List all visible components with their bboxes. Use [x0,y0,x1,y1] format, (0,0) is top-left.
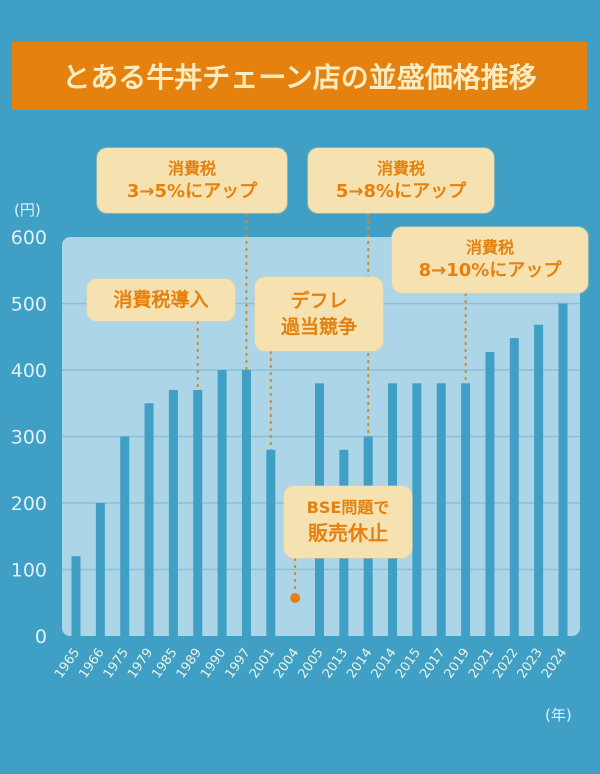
annotation-tax-3-to-5: 消費税 3→5%にアップ [97,148,287,213]
bar-1979 [144,403,154,638]
y-tick-label: 500 [11,294,47,316]
bar-1966 [95,503,105,638]
annotation-tax-5-to-8: 消費税 5→8%にアップ [308,148,494,213]
x-tick-label: 1979 [125,646,156,682]
y-tick-label: 100 [11,560,47,582]
bar-2015 [412,383,422,638]
bar-2001 [266,449,276,638]
bar-2019 [461,383,471,638]
y-tick-label: 300 [11,427,47,449]
x-tick-label: 1966 [76,646,107,682]
y-tick-label: 0 [35,626,47,648]
x-tick-label: 2015 [393,646,424,682]
x-tick-label: 1990 [198,646,229,682]
x-tick-label: 2024 [539,646,570,682]
bar-1965 [71,556,81,638]
annotation-line: BSE問題で [306,498,390,517]
x-tick-label: 2021 [466,646,497,682]
bar-2024 [558,303,568,638]
x-tick-label: 2005 [296,646,327,682]
annotation-line: 販売休止 [308,521,388,545]
annotation-line: 消費税 [376,158,425,178]
bar-1989 [193,389,203,638]
bar-2022 [509,338,519,638]
x-tick-label: 2017 [417,646,448,682]
annotation-consumption-tax-intro: 消費税導入 [87,279,235,321]
x-tick-label: 2014 [344,646,375,682]
x-tick-label: 2014 [369,646,400,682]
annotation-line: 消費税 [465,238,514,257]
annotation-line: 過当競争 [280,316,357,338]
annotation-deflation-competition: デフレ 過当競争 [255,277,383,351]
bar-1990 [217,370,227,638]
bar-2017 [436,383,446,638]
bar-1985 [168,389,178,638]
bar-1997 [241,370,251,638]
annotation-line: 消費税導入 [113,289,209,311]
x-tick-label: 2004 [271,646,302,682]
x-tick-label: 2001 [247,646,278,682]
annotation-line: 8→10%にアップ [418,260,562,281]
x-tick-label: 1975 [101,646,132,682]
bar-1975 [120,436,130,638]
y-tick-label: 600 [11,227,47,249]
x-tick-label: 2023 [515,646,546,682]
bar-2023 [534,324,544,638]
x-tick-label: 1985 [149,646,180,682]
annotation-line: 3→5%にアップ [126,180,258,202]
annotation-bse-suspension: BSE問題で 販売休止 [284,486,412,558]
title-banner: とある牛丼チェーン店の並盛価格推移 [12,42,587,110]
annotation-tax-8-to-10: 消費税 8→10%にアップ [392,227,588,293]
x-tick-label: 1989 [174,646,205,682]
annotation-line: 消費税 [167,158,216,178]
x-tick-label: 2022 [490,646,521,682]
chart-title: とある牛丼チェーン店の並盛価格推移 [62,61,537,94]
x-axis-unit: (年) [545,706,572,724]
x-tick-label: 1965 [52,646,83,682]
x-tick-label: 2013 [320,646,351,682]
bar-2021 [485,352,495,638]
y-axis-unit: (円) [14,201,41,219]
annotation-line: デフレ [290,290,348,312]
x-tick-label: 1997 [222,646,253,682]
y-tick-label: 400 [11,360,47,382]
y-tick-label: 200 [11,493,47,515]
x-tick-label: 2019 [442,646,473,682]
bse-marker-dot [290,593,301,603]
annotation-line: 5→8%にアップ [335,180,467,202]
